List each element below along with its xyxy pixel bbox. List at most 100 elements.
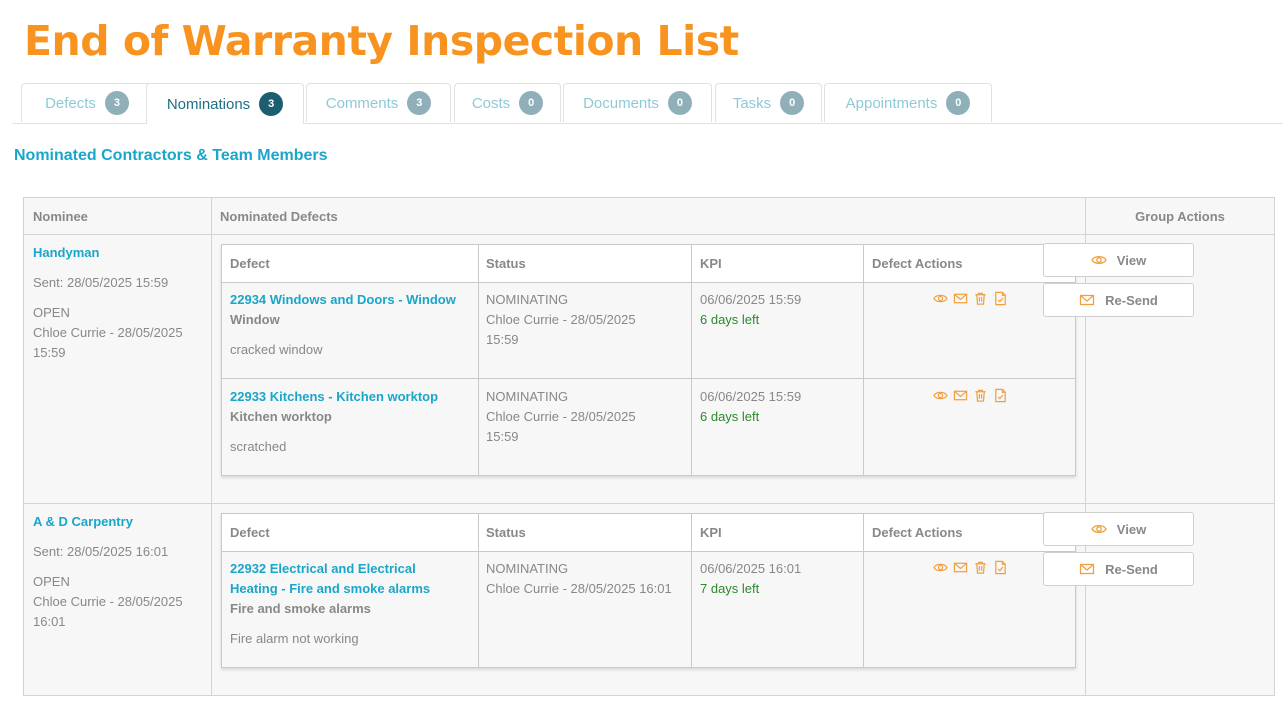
envelope-icon[interactable] [953,560,968,575]
tab-label: Nominations [166,95,251,113]
defect-subtitle: Kitchen worktop [230,409,332,424]
column-header-nominated-defects: Nominated Defects [212,198,1085,235]
kpi-cell: 06/06/2025 15:59 6 days left [700,290,860,330]
status-text: NOMINATING [486,389,569,404]
section-title: Nominated Contractors & Team Members [14,147,328,164]
trash-icon[interactable] [973,560,988,575]
page-title: End of Warranty Inspection List [24,17,739,65]
tab-label: Defects [45,94,96,112]
tab-label: Comments [325,94,399,112]
sent-date: Sent: 28/05/2025 15:59 [33,275,169,290]
document-check-icon[interactable] [993,291,1008,306]
kpi-days-left: 7 days left [700,581,760,596]
tab-comments[interactable]: Comments 3 [306,83,451,122]
document-check-icon[interactable] [993,388,1008,403]
trash-icon[interactable] [973,291,988,306]
kpi-days-left: 6 days left [700,409,760,424]
defects-subtable: Defect Status KPI Defect Actions 22932 E… [221,513,1076,668]
tab-costs[interactable]: Costs 0 [454,83,561,122]
defects-subtable: Defect Status KPI Defect Actions 22934 W… [221,244,1076,476]
defect-link[interactable]: 22934 Windows and Doors - Window [230,292,456,307]
subtable-header [222,245,1075,283]
status-time: 15:59 [486,332,519,347]
column-header-kpi: KPI [700,256,722,271]
nominee-cell: Handyman Sent: 28/05/2025 15:59 OPEN Chl… [33,243,183,363]
tab-appointments[interactable]: Appointments 0 [824,83,992,122]
eye-icon [1091,522,1107,536]
status-cell: NOMINATING Chloe Currie - 28/05/2025 15:… [486,290,686,350]
document-check-icon[interactable] [993,560,1008,575]
status-by: Chloe Currie - 28/05/2025 16:01 [486,581,672,596]
column-header-nominee: Nominee [24,198,211,235]
column-header-defect-actions: Defect Actions [872,525,963,540]
resend-button-label: Re-Send [1105,561,1158,577]
defect-actions [933,560,1008,575]
defect-actions [933,291,1008,306]
row-divider [24,503,1274,504]
column-header-status: Status [486,256,526,271]
defect-cell: 22933 Kitchens - Kitchen worktop Kitchen… [230,387,475,457]
column-header-group-actions: Group Actions [1086,198,1274,235]
kpi-date: 06/06/2025 16:01 [700,561,802,576]
column-divider [478,245,479,475]
defect-subtitle: Window [230,312,280,327]
row-divider [222,378,1075,379]
envelope-icon [1079,562,1095,576]
defect-link-line1: 22932 Electrical and Electrical [230,561,416,576]
tab-documents[interactable]: Documents 0 [563,83,712,122]
envelope-icon[interactable] [953,291,968,306]
view-button[interactable]: View [1043,512,1194,546]
view-button-label: View [1116,252,1147,268]
eye-icon [1091,253,1107,267]
status-by: Chloe Currie - 28/05/2025 [486,312,636,327]
eye-icon[interactable] [933,388,948,403]
kpi-days-left: 6 days left [700,312,760,327]
tab-bar: Defects 3 Nominations 3 Comments 3 Costs 0 D… [12,83,1283,124]
trash-icon[interactable] [973,388,988,403]
kpi-cell: 06/06/2025 15:59 6 days left [700,387,860,427]
kpi-date: 06/06/2025 15:59 [700,292,802,307]
sent-date: Sent: 28/05/2025 16:01 [33,544,169,559]
tab-label: Documents [583,94,659,112]
nominee-name[interactable]: Handyman [33,245,100,260]
status-cell: NOMINATING Chloe Currie - 28/05/2025 15:… [486,387,686,447]
defect-link-line2: Heating - Fire and smoke alarms [230,581,431,596]
column-divider [211,198,212,695]
column-header-defect: Defect [230,256,270,271]
column-header-defect: Defect [230,525,270,540]
view-button-label: View [1116,521,1147,537]
eye-icon[interactable] [933,291,948,306]
status-by: Chloe Currie - 28/05/2025 [486,409,636,424]
defect-link[interactable]: 22932 Electrical and Electrical Heating … [230,559,475,599]
nominated-by: Chloe Currie - 28/05/2025 [33,594,183,609]
resend-button[interactable]: Re-Send [1043,283,1194,317]
tab-count-badge: 0 [667,91,692,115]
tab-count-badge: 0 [519,91,544,115]
tab-label: Appointments [845,94,938,112]
nominee-name[interactable]: A & D Carpentry [33,514,133,529]
tab-label: Costs [471,94,511,112]
defect-description: cracked window [230,342,323,357]
column-divider [478,514,479,667]
resend-button[interactable]: Re-Send [1043,552,1194,586]
tab-count-badge: 3 [104,91,129,115]
column-divider [863,245,864,475]
tab-tasks[interactable]: Tasks 0 [715,83,822,122]
column-header-kpi: KPI [700,525,722,540]
tab-nominations[interactable]: Nominations 3 [146,83,304,124]
defect-actions [933,388,1008,403]
envelope-icon[interactable] [953,388,968,403]
kpi-date: 06/06/2025 15:59 [700,389,802,404]
defect-link[interactable]: 22933 Kitchens - Kitchen worktop [230,389,439,404]
defect-description: scratched [230,439,287,454]
view-button[interactable]: View [1043,243,1194,277]
eye-icon[interactable] [933,560,948,575]
nomination-state: OPEN [33,305,70,320]
nominations-table: Nominee Nominated Defects Group Actions … [23,197,1275,696]
tab-count-badge: 3 [259,92,284,116]
tab-count-badge: 3 [407,91,432,115]
tab-defects[interactable]: Defects 3 [21,83,153,122]
nominee-cell: A & D Carpentry Sent: 28/05/2025 16:01 O… [33,512,183,632]
subtable-header [222,514,1075,552]
defect-subtitle: Fire and smoke alarms [230,601,371,616]
